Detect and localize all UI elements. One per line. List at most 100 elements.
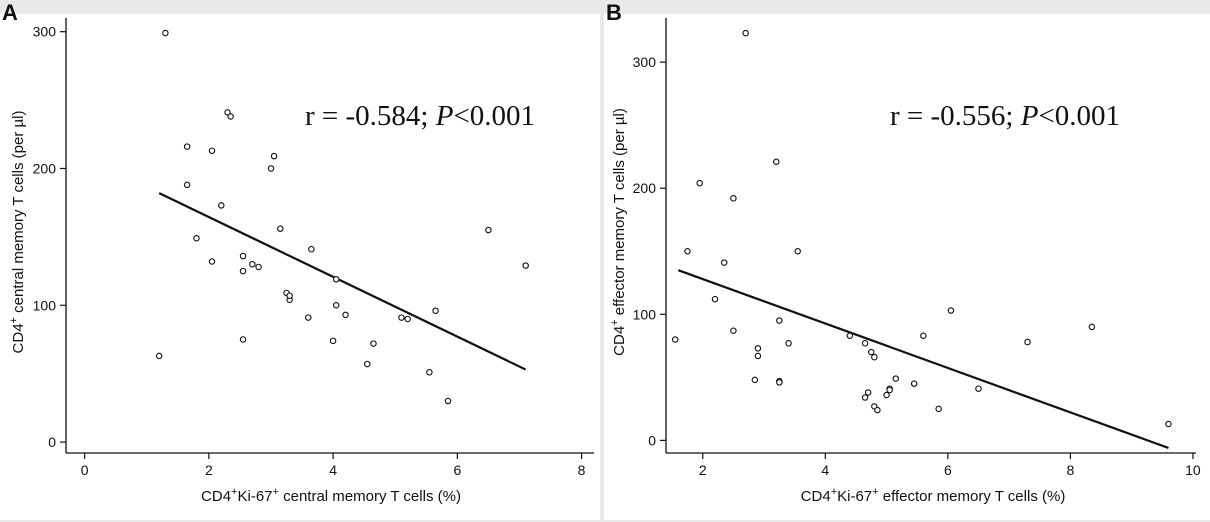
scatter-point <box>224 109 231 116</box>
scatter-point <box>785 340 792 347</box>
scatter-point <box>794 248 801 255</box>
panel-b-background <box>604 14 1210 520</box>
y-tick-label: 200 <box>633 180 657 196</box>
scatter-point <box>444 397 452 405</box>
panel-a-x-axis-label: CD4+Ki-67+ central memory T cells (%) <box>201 486 461 505</box>
y-tick-label: 100 <box>633 306 657 322</box>
scatter-point <box>874 406 881 414</box>
x-tick-label: 10 <box>1185 462 1201 478</box>
panel-a-background <box>0 14 600 520</box>
scatter-point <box>730 327 737 334</box>
scatter-point <box>861 340 869 347</box>
x-tick-label: 8 <box>578 462 586 478</box>
panel-b-x-axis-label: CD4+Ki-67+ effector memory T cells (%) <box>801 486 1066 505</box>
scatter-point <box>277 225 284 232</box>
panel-b-y-axis-label: CD4+ effector memory T cells (per µl) <box>609 108 628 356</box>
scatter-point <box>267 165 275 172</box>
regression-line <box>677 269 1169 449</box>
regression-line <box>158 192 527 371</box>
scatter-point <box>239 252 247 260</box>
scatter-point <box>1024 338 1031 346</box>
scatter-point <box>947 307 955 314</box>
scatter-point <box>920 332 927 339</box>
y-tick-label: 200 <box>33 160 57 176</box>
scatter-point <box>864 389 872 396</box>
panel-b-letter: B <box>606 0 622 25</box>
scatter-point <box>868 348 875 356</box>
scatter-point <box>1088 323 1096 331</box>
scatter-point <box>696 179 703 187</box>
scatter-point <box>426 369 433 376</box>
scatter-point <box>255 263 262 271</box>
scatter-point <box>239 336 247 343</box>
x-tick-label: 2 <box>699 462 707 478</box>
x-tick-label: 6 <box>453 462 461 478</box>
scatter-point <box>329 337 337 345</box>
scatter-point <box>776 317 783 324</box>
x-tick-label: 6 <box>944 462 952 478</box>
scatter-point <box>332 276 340 283</box>
scatter-point <box>370 340 377 347</box>
panel-a-y-axis-label: CD4+ central memory T cells (per µl) <box>8 111 27 354</box>
y-tick-label: 300 <box>633 54 657 70</box>
panel-a-letter: A <box>2 0 18 25</box>
scatter-point <box>364 360 371 368</box>
scatter-point <box>155 352 163 360</box>
scatter-point <box>286 292 293 299</box>
scatter-point <box>522 262 529 269</box>
scatter-point <box>871 353 878 361</box>
scatter-point <box>432 307 439 314</box>
scatter-point <box>861 394 869 401</box>
scatter-point <box>671 336 679 343</box>
scatter-point <box>754 352 762 360</box>
y-tick-label: 0 <box>648 432 656 448</box>
y-tick-label: 100 <box>33 297 57 313</box>
scatter-point <box>720 259 728 266</box>
scatter-point <box>892 375 900 382</box>
scatter-point <box>218 202 225 209</box>
scatter-point <box>305 314 312 321</box>
scatter-point <box>754 345 762 352</box>
y-tick-label: 0 <box>48 434 56 450</box>
scatter-point <box>239 267 247 275</box>
scatter-point <box>270 152 278 160</box>
scatter-point <box>342 311 349 319</box>
scatter-point <box>711 295 719 303</box>
scatter-point <box>227 113 234 120</box>
scatter-point <box>162 29 169 37</box>
x-tick-label: 4 <box>329 462 337 478</box>
x-tick-label: 0 <box>81 462 89 478</box>
scatter-point <box>742 29 749 37</box>
scatter-point <box>773 158 780 165</box>
scatter-point <box>404 315 411 323</box>
scatter-point <box>208 258 216 265</box>
scatter-point <box>332 302 340 309</box>
scatter-point <box>883 391 890 399</box>
x-tick-label: 2 <box>205 462 213 478</box>
x-tick-label: 4 <box>821 462 829 478</box>
scatter-point <box>751 376 759 384</box>
scatter-point <box>730 195 737 202</box>
scatter-point <box>935 405 942 413</box>
x-tick-label: 8 <box>1066 462 1074 478</box>
scatter-point <box>208 147 216 154</box>
scatter-point <box>183 143 191 150</box>
scatter-point <box>183 181 191 189</box>
panel-b-correlation-annotation: r = -0.556; P<0.001 <box>890 100 1120 132</box>
scatter-point <box>910 380 918 387</box>
scatter-point <box>886 386 893 394</box>
panel-a-plot: 0 2 4 6 8 0 100 200 300 <box>33 18 594 478</box>
scatter-point <box>398 314 405 321</box>
y-tick-label: 300 <box>33 24 57 40</box>
scatter-point <box>684 248 691 255</box>
scatter-point <box>249 260 256 268</box>
scatter-point <box>193 234 200 242</box>
scatter-point <box>975 385 982 392</box>
scatter-point <box>846 332 854 339</box>
scatter-point <box>485 226 492 234</box>
panel-a-correlation-annotation: r = -0.584; P<0.001 <box>305 100 535 132</box>
panel-a: A 0 2 4 6 8 0 100 200 300 r = -0.584; P<0.001 CD… <box>0 0 600 520</box>
